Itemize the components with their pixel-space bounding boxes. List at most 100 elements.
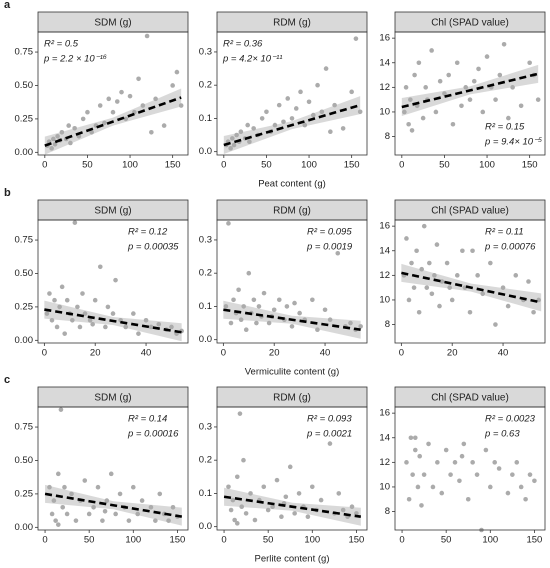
point [410, 472, 415, 477]
point [349, 504, 355, 510]
plot-frame [394, 406, 546, 531]
y-tick-label: 14 [379, 57, 390, 68]
point [73, 518, 79, 523]
panel-title: RDM (g) [273, 18, 311, 29]
point [433, 109, 439, 115]
point [404, 236, 409, 241]
trend-line [223, 103, 361, 147]
point [127, 93, 133, 99]
point [174, 69, 180, 75]
y-tick-label: 0.25 [15, 113, 34, 124]
point [430, 484, 436, 490]
point [148, 324, 154, 330]
trend-line [44, 308, 182, 334]
point [51, 136, 56, 142]
point [348, 320, 353, 326]
y-tick-label: 0.75 [15, 47, 34, 58]
point [169, 324, 174, 330]
x-tick-label: 150 [526, 535, 542, 546]
point [144, 33, 150, 39]
trend-line [223, 495, 362, 518]
point [505, 490, 511, 496]
point [417, 453, 423, 459]
point [437, 303, 442, 309]
x-tick-label: 150 [344, 160, 360, 171]
stat-annotation: R² = 0.5 [44, 39, 79, 50]
x-tick-label: 0 [221, 348, 226, 359]
point [470, 460, 475, 465]
point [95, 484, 101, 490]
point [136, 331, 141, 336]
point [474, 472, 480, 477]
y-tick-label: 0.1 [199, 488, 212, 499]
point [412, 447, 418, 453]
point [241, 304, 246, 309]
plot-frame [37, 219, 189, 344]
x-tick-label: 0 [221, 160, 226, 171]
y-tick-label: 0.3 [199, 46, 212, 57]
point [319, 109, 325, 115]
x-tick-label: 100 [122, 160, 138, 171]
trend-line [44, 492, 183, 518]
point [246, 270, 252, 276]
point [117, 491, 123, 497]
point [60, 504, 66, 510]
point [119, 89, 124, 95]
x-tick-label: 150 [165, 160, 181, 171]
point [53, 518, 58, 523]
point [500, 285, 506, 290]
point [463, 85, 469, 90]
point [289, 116, 295, 121]
point [322, 307, 328, 313]
point [285, 96, 291, 101]
point [238, 129, 244, 135]
x-tick-label: 150 [522, 160, 538, 171]
point [123, 116, 129, 122]
point [492, 460, 498, 465]
row-letter: c [4, 374, 10, 386]
point [452, 460, 458, 465]
point [518, 103, 524, 109]
point [443, 447, 449, 453]
point [523, 496, 528, 502]
point [532, 478, 537, 484]
y-tick-label: 0.1 [199, 301, 212, 312]
point [298, 89, 303, 95]
trend-line [223, 308, 361, 331]
point [251, 297, 257, 303]
point [465, 496, 471, 502]
point [271, 307, 277, 313]
point [170, 83, 175, 88]
y-tick-label: 0.1 [199, 113, 212, 124]
point [251, 126, 256, 131]
point [415, 484, 421, 490]
panel-title: Chl (SPAD value) [431, 393, 509, 404]
point [309, 484, 315, 490]
point [414, 248, 419, 254]
point [261, 484, 267, 490]
x-tick-label: 50 [441, 535, 452, 546]
stat-annotation: R² = 0.093 [307, 414, 352, 425]
trend-line [44, 96, 182, 147]
point [131, 311, 136, 316]
point [234, 132, 239, 138]
point [97, 264, 103, 270]
stat-annotation: p = 0.0021 [306, 429, 352, 440]
point [527, 472, 533, 477]
plot-frame [394, 31, 546, 156]
y-tick-label: 0.75 [15, 422, 34, 433]
point [328, 129, 333, 135]
stat-annotation: p = 4.2× 10⁻¹¹ [222, 54, 282, 65]
point [274, 477, 280, 483]
point [52, 297, 57, 303]
point [102, 120, 107, 126]
x-tick-label: 100 [479, 160, 495, 171]
point [493, 322, 498, 327]
plot-frame [37, 31, 189, 156]
point [57, 304, 62, 310]
point [427, 260, 432, 266]
point [64, 297, 70, 303]
x-tick-label: 0 [399, 160, 404, 171]
y-tick-label: 0.50 [15, 268, 34, 279]
plot-frame [37, 406, 189, 531]
